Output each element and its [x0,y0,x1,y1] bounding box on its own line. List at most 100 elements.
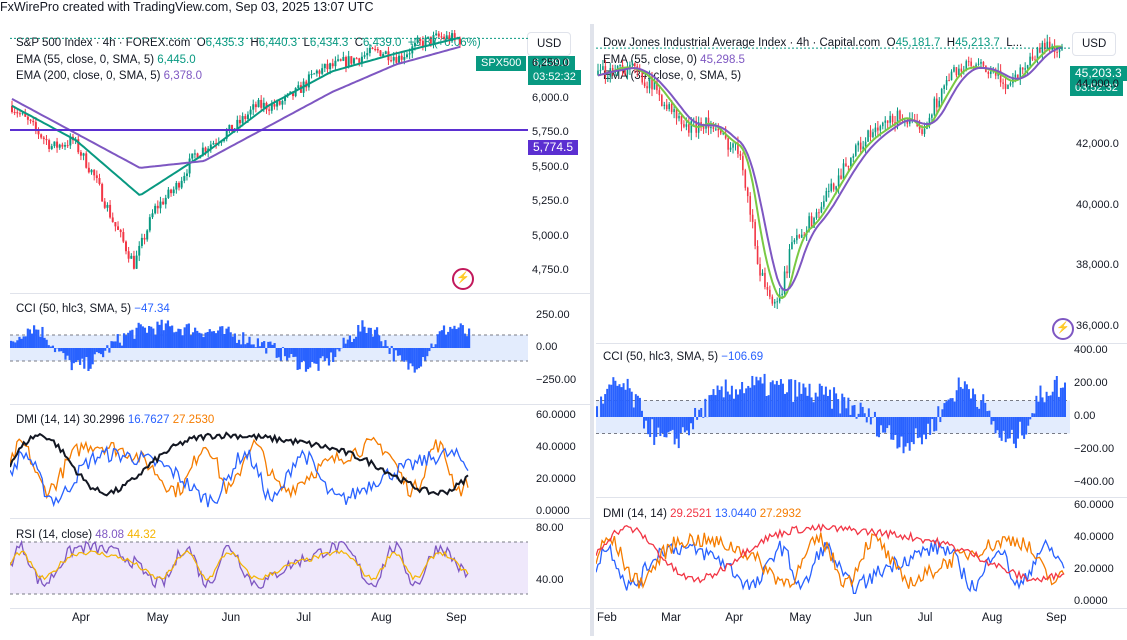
left-cci-bar [352,338,356,348]
right-cci-bar [677,417,680,449]
right-cci-bar [745,388,748,417]
left-cci-bar [200,333,203,348]
left-cci-bar [240,344,243,348]
left-cci-bar [219,326,222,348]
right-candle [798,235,801,238]
right-cci-bar [822,394,825,417]
right-candle [808,216,810,231]
flash-icon[interactable]: ⚡ [1052,318,1074,340]
left-cci-bar [426,348,429,357]
right-cci-bar [1053,379,1056,417]
left-pane-separator[interactable] [10,293,590,294]
left-candle [164,197,167,205]
right-cci-bar [1019,417,1022,422]
left-candle [326,63,329,70]
right-cci-bar [963,381,966,417]
left-cci-bar [14,342,17,348]
left-price-chart[interactable] [10,30,528,292]
right-candle [611,68,614,74]
left-dmi-legend[interactable]: DMI (14, 14) 30.2996 16.7627 27.2530 [16,414,215,426]
left-ema1-legend[interactable]: EMA (55, close, 0, SMA, 5) 6,445.0 [16,54,196,66]
right-cci-bar [798,382,801,417]
right-symbol-legend[interactable]: Dow Jones Industrial Average Index · 4h … [603,37,1023,49]
right-pane-separator[interactable] [596,343,1127,344]
left-candle [260,99,263,108]
right-cci-bar [912,417,915,445]
right-cci-bar [914,417,917,429]
right-dmi-chart[interactable] [596,500,1070,608]
panel-divider[interactable] [590,24,594,636]
right-price-chart[interactable] [596,30,1070,342]
left-candle [156,205,159,209]
left-candle [429,36,432,44]
left-candle [24,112,27,117]
left-pane-separator-3[interactable] [10,518,590,519]
right-currency-button[interactable]: USD [1072,32,1117,56]
left-cci-bar [311,348,314,362]
right-candle [771,296,774,304]
left-month-label: Sep [446,612,467,624]
left-cci-legend[interactable]: CCI (50, hlc3, SMA, 5) −47.34 [16,303,170,315]
left-candle [122,232,125,242]
left-cci-bar [260,342,264,348]
left-cci-bar [231,336,234,348]
right-cci-bar [1064,382,1066,417]
right-cci-chart[interactable] [596,346,1070,494]
left-ema2-legend[interactable]: EMA (200, close, 0, SMA, 5) 6,378.0 [16,70,203,82]
right-candle [1007,84,1009,89]
right-candle [874,127,877,133]
right-ema1-legend[interactable]: EMA (55, close, 0) 45,298.5 [603,54,745,66]
right-candle [840,175,842,179]
left-cci-bar [409,348,412,364]
left-cci-bar [306,348,310,370]
left-cci-bar [85,348,88,358]
left-pane-separator-2[interactable] [10,404,590,405]
flash-icon[interactable]: ⚡ [452,268,474,290]
right-candle [1056,51,1058,53]
left-rsi-chart[interactable] [10,521,528,607]
right-pane-separator-2[interactable] [596,497,1127,498]
right-ema55-line [597,46,1063,292]
right-candle [739,153,742,157]
left-cci-bar [407,348,410,370]
left-cci-chart[interactable] [10,296,528,402]
right-cci-bar [927,417,930,424]
left-candle [225,130,228,139]
left-candle [249,109,252,115]
left-candle [379,50,382,57]
right-cci-bar [626,378,629,417]
right-dmi-legend[interactable]: DMI (14, 14) 29.2521 13.0440 27.2932 [603,508,802,520]
left-price-axis-tick: 6,250.0 [532,57,569,70]
right-cci-bar [1012,417,1015,444]
right-cci-bar [890,417,893,440]
left-cci-bar [369,327,372,348]
left-candle [241,116,244,124]
right-candle [1036,47,1039,61]
left-dmi-chart[interactable] [10,407,528,517]
left-currency-button[interactable]: USD [527,32,572,56]
left-candle [416,39,419,43]
right-cci-bar [624,389,627,417]
left-cci-bar [110,341,113,348]
left-cci-bar [244,344,247,348]
left-cci-bar [313,348,316,364]
right-cci-legend[interactable]: CCI (50, hlc3, SMA, 5) −106.69 [603,351,764,363]
left-candle [212,143,215,145]
right-cci-bar [978,408,981,417]
right-cci-bar [1037,401,1040,417]
right-cci-bar [837,399,840,417]
left-rsi-legend[interactable]: RSI (14, close) 48.08 44.32 [16,529,157,541]
left-cci-bar [164,323,167,348]
right-cci-bar [616,385,619,417]
left-cci-bar [64,348,67,360]
left-cci-bar [168,326,172,348]
right-cci-bar [1025,417,1028,435]
left-cci-bar [129,330,132,348]
left-cci-bar [327,348,331,366]
right-candle [1026,65,1029,69]
left-cci-bar [152,328,155,348]
left-symbol-legend[interactable]: S&P 500 Index · 4h · FOREX.com O6,435.3 … [16,37,481,49]
left-cci-bar [210,331,213,348]
right-candle [793,240,796,243]
right-cci-bar [636,395,639,417]
